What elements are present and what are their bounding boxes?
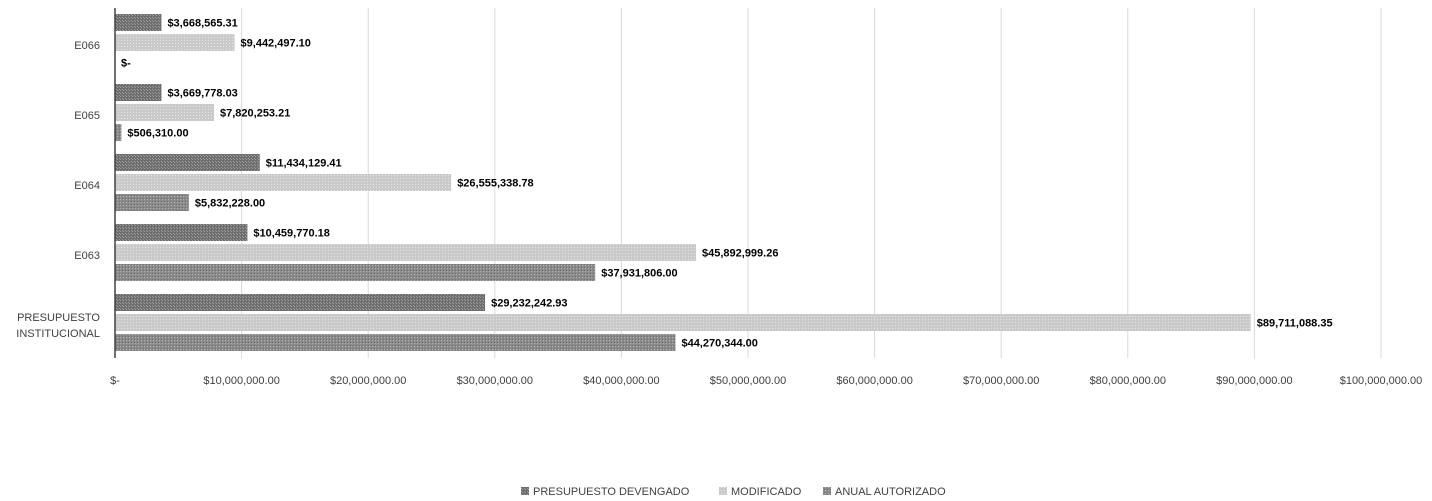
data-label: $37,931,806.00 [601,268,677,280]
data-label: $89,711,088.35 [1257,318,1333,330]
category-label-line: E064 [74,180,100,192]
legend-swatch [521,487,529,495]
bar [115,174,452,191]
x-tick-label: $30,000,000.00 [457,375,533,387]
data-label: $3,668,565.31 [167,18,237,30]
data-label: $3,669,778.03 [167,88,237,100]
legend-label: MODIFICADO [731,486,802,498]
data-label: $9,442,497.10 [241,38,311,50]
bar [115,264,596,281]
bar [115,244,697,261]
bar [115,34,235,51]
category-label-line: E063 [74,250,100,262]
category-labels: E066 E065 E064 E063 PRESUPUESTO INSTITUCIONAL [16,40,100,340]
category-label-line: E065 [74,110,100,122]
bar [115,104,215,121]
bar [115,84,162,101]
bar [115,154,260,171]
data-labels: $3,668,565.31 $9,442,497.10 $- $3,669,778.0… [121,18,1333,350]
category-label-line: E066 [74,40,100,52]
category-label: E065 [74,110,100,122]
data-label: $7,820,253.21 [220,108,290,120]
category-label: PRESUPUESTO INSTITUCIONAL [16,312,100,340]
data-label: $506,310.00 [127,128,188,140]
category-label-line: PRESUPUESTO [17,312,100,324]
x-tick-label: $40,000,000.00 [583,375,659,387]
bar [115,294,486,311]
legend-label: ANUAL AUTORIZADO [835,486,946,498]
category-label: E064 [74,180,100,192]
x-tick-label: $20,000,000.00 [330,375,406,387]
x-tick-label: $- [110,375,120,387]
legend: PRESUPUESTO DEVENGADO MODIFICADO ANUAL AUT… [521,486,946,498]
x-tick-label: $90,000,000.00 [1216,375,1292,387]
bars [115,14,1251,351]
data-label: $10,459,770.18 [253,228,329,240]
legend-swatch [823,487,831,495]
x-tick-label: $80,000,000.00 [1090,375,1166,387]
category-label: E066 [74,40,100,52]
legend-label: PRESUPUESTO DEVENGADO [533,486,690,498]
category-label-line: INSTITUCIONAL [16,328,100,340]
bar [115,224,248,241]
bar [115,14,162,31]
x-tick-label: $60,000,000.00 [836,375,912,387]
data-label: $44,270,344.00 [681,338,757,350]
bar [115,124,122,141]
data-label: $29,232,242.93 [491,298,567,310]
bar [115,334,676,351]
bar [115,194,189,211]
data-label: $5,832,228.00 [195,198,265,210]
data-label: $- [121,58,131,70]
category-label: E063 [74,250,100,262]
x-tick-label: $70,000,000.00 [963,375,1039,387]
x-tick-label: $50,000,000.00 [710,375,786,387]
bar [115,314,1251,331]
gridlines [241,8,1382,358]
data-label: $26,555,338.78 [457,178,533,190]
x-tick-label: $100,000,000.00 [1340,375,1423,387]
legend-swatch [719,487,727,495]
data-label: $11,434,129.41 [266,158,342,170]
x-tick-label: $10,000,000.00 [203,375,279,387]
value-axis-ticks: $- $10,000,000.00 $20,000,000.00 $30,000,00… [110,375,1422,387]
data-label: $45,892,999.26 [702,248,778,260]
